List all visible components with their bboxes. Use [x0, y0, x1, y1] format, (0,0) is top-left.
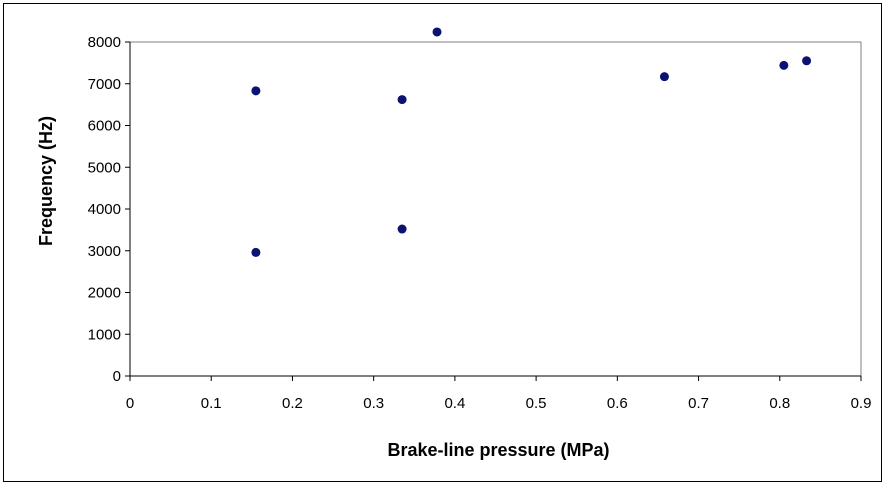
x-tick-label: 0.5 — [526, 395, 547, 412]
y-ticks: 0 1000 2000 3000 4000 5000 6000 7000 8000 — [88, 34, 130, 385]
data-point — [779, 60, 789, 70]
x-tick-label: 0.9 — [851, 395, 872, 412]
data-point — [251, 86, 261, 96]
y-tick-label: 2000 — [88, 285, 121, 302]
x-tick-label: 0.1 — [201, 395, 222, 412]
y-tick-label: 5000 — [88, 159, 121, 176]
y-axis-title: Frequency (Hz) — [36, 116, 56, 246]
data-point — [802, 56, 812, 66]
x-tick-label: 0.3 — [363, 395, 384, 412]
y-tick-label: 4000 — [88, 201, 121, 218]
x-tick-label: 0.6 — [607, 395, 628, 412]
y-tick-label: 7000 — [88, 76, 121, 93]
data-point — [397, 95, 407, 105]
x-tick-label: 0.4 — [444, 395, 465, 412]
data-point — [251, 247, 261, 257]
x-axis-title: Brake-line pressure (MPa) — [387, 440, 609, 460]
data-point — [432, 27, 442, 37]
plot-area — [129, 41, 862, 377]
y-tick-label: 1000 — [88, 326, 121, 343]
y-tick-label: 0 — [113, 368, 121, 385]
x-tick-label: 0 — [126, 395, 134, 412]
data-points — [251, 27, 812, 257]
y-tick-label: 6000 — [88, 118, 121, 135]
y-tick-label: 8000 — [88, 34, 121, 51]
x-tick-label: 0.8 — [769, 395, 790, 412]
data-point — [659, 72, 669, 82]
x-ticks: 0 0.1 0.2 0.3 0.4 0.5 0.6 0.7 0.8 0.9 — [126, 376, 872, 412]
y-tick-label: 3000 — [88, 243, 121, 260]
x-tick-label: 0.7 — [688, 395, 709, 412]
x-tick-label: 0.2 — [282, 395, 303, 412]
data-point — [397, 224, 407, 234]
